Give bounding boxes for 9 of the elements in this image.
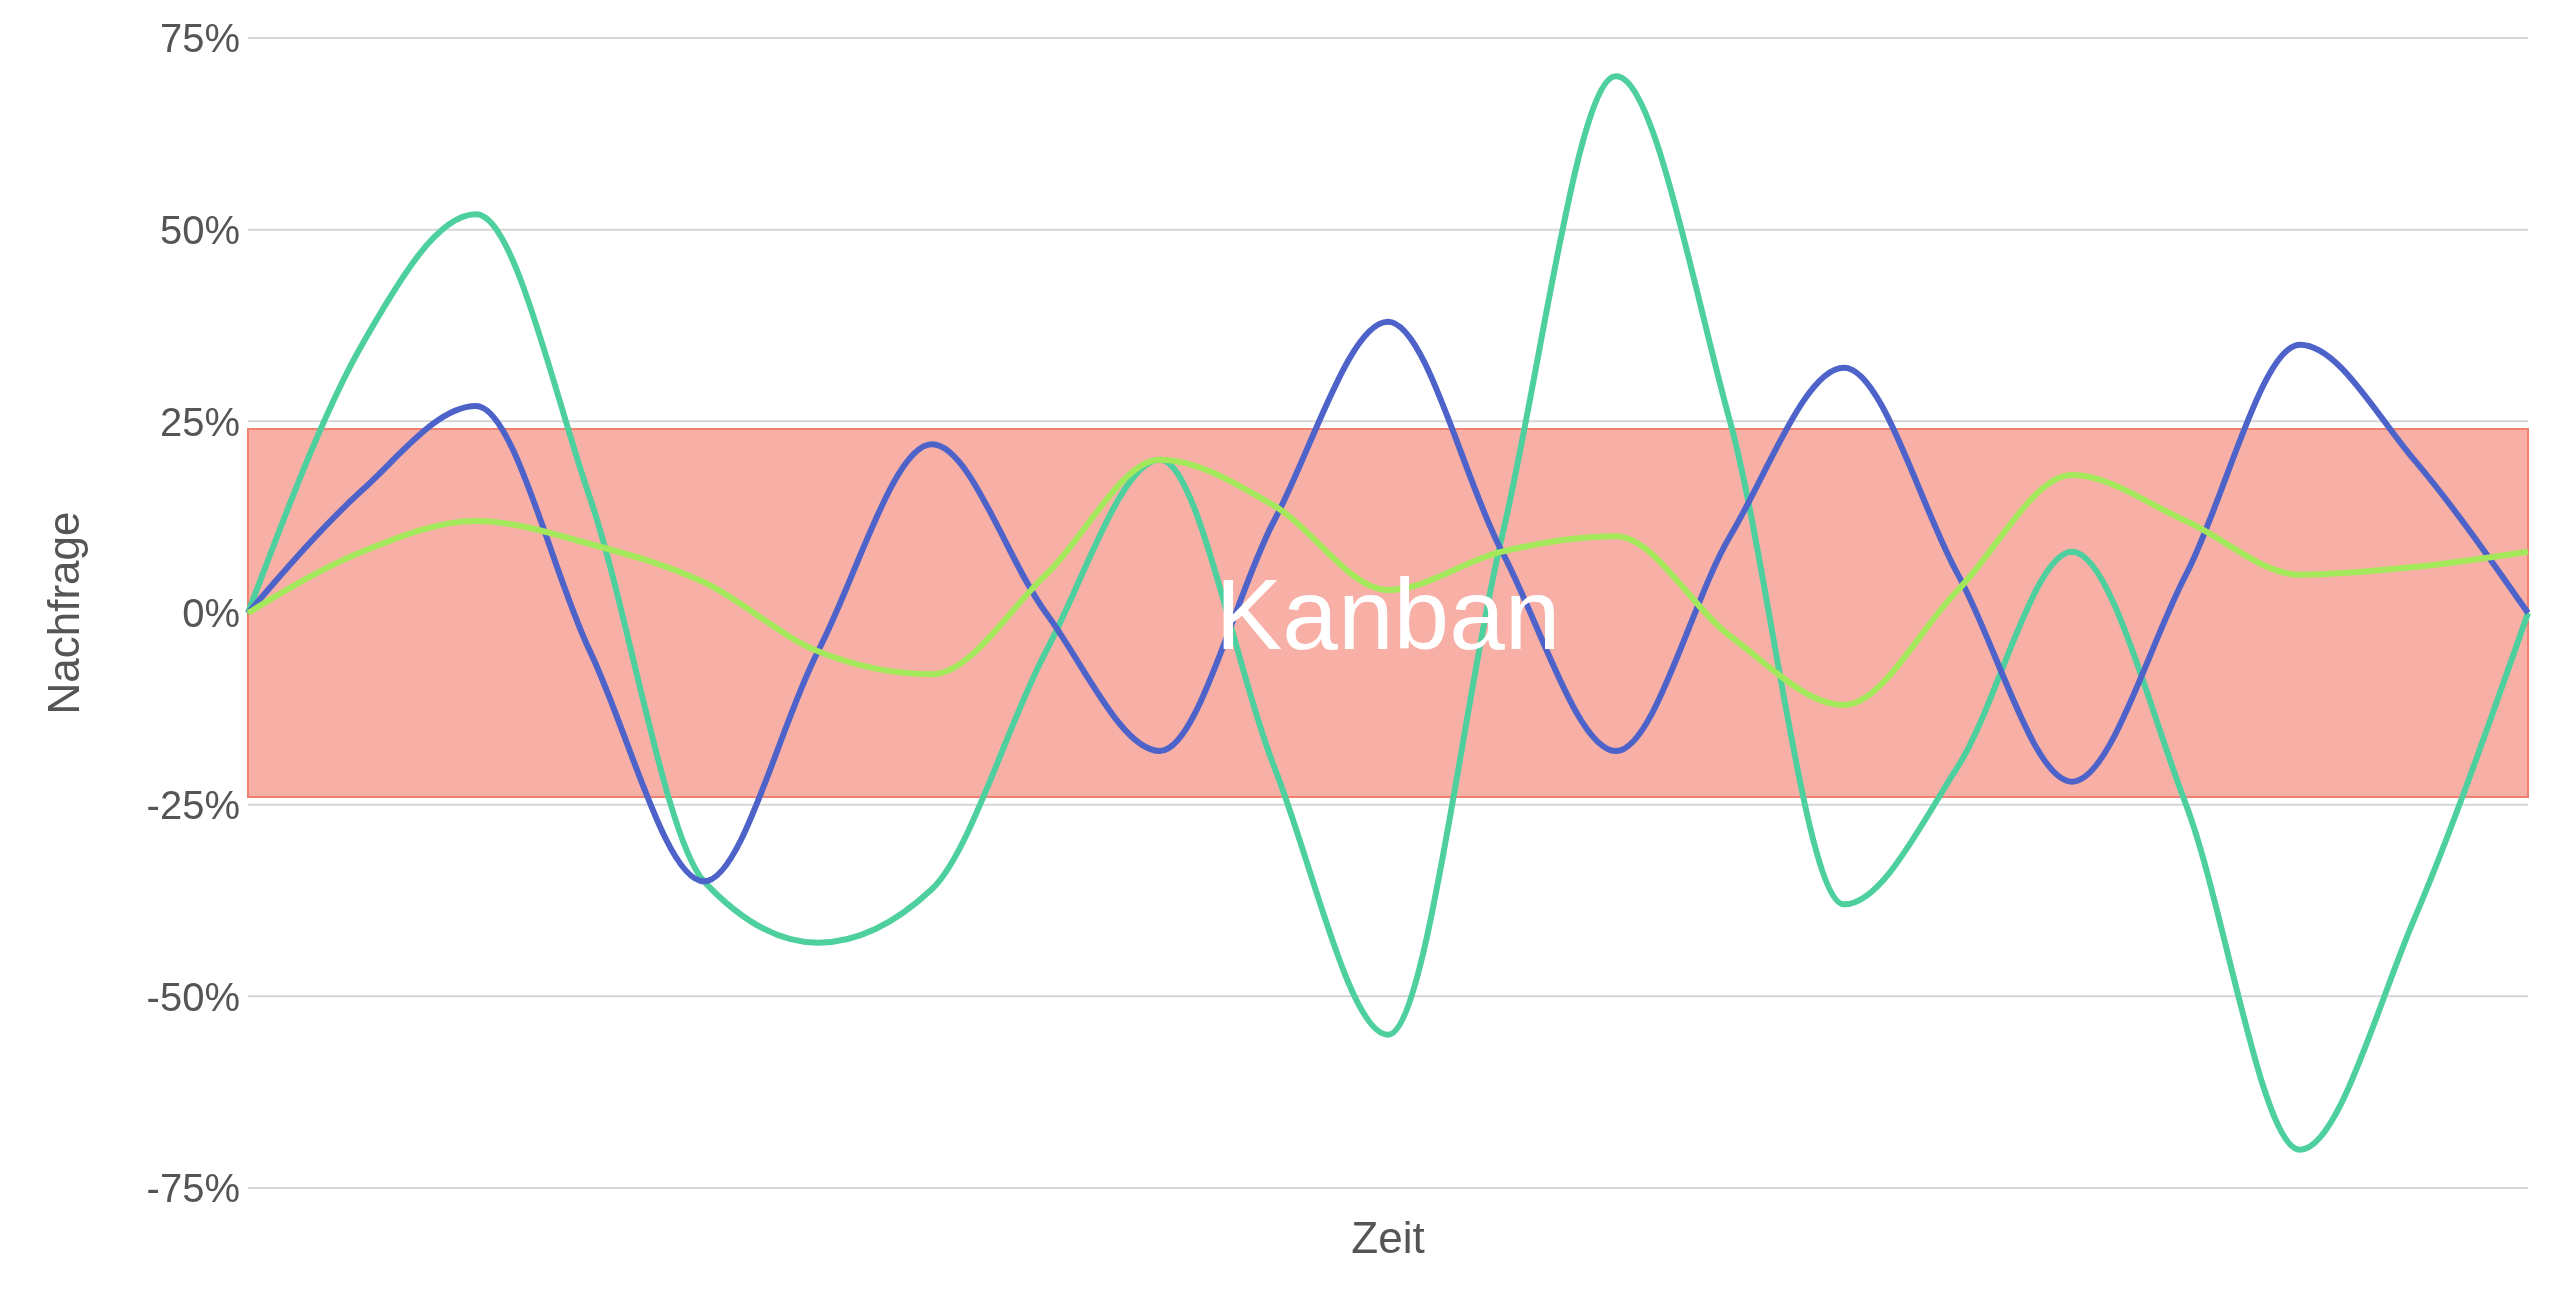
y-tick-label: -75% (146, 1166, 240, 1211)
y-axis-title: Nachfrage (38, 511, 88, 715)
y-tick-label: 25% (159, 399, 240, 444)
y-tick-label: 75% (159, 16, 240, 61)
y-tick-label: -25% (146, 782, 240, 827)
y-tick-label: 50% (159, 207, 240, 252)
y-tick-label: -50% (146, 974, 240, 1019)
y-tick-label: 0% (182, 591, 240, 636)
x-axis-title: Zeit (1351, 1213, 1425, 1262)
